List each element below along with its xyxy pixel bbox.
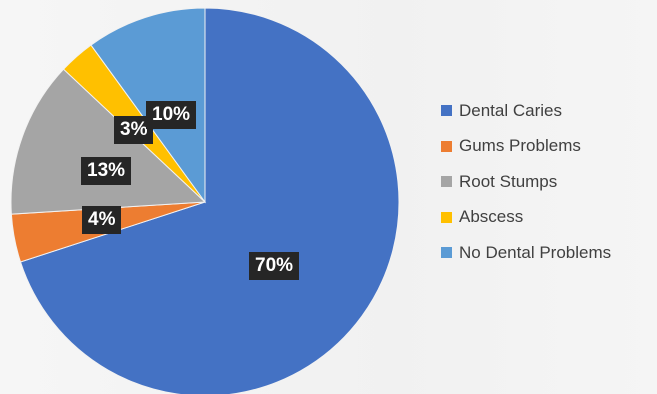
data-label-dental-caries: 70% xyxy=(249,252,300,280)
legend-label-root-stumps: Root Stumps xyxy=(459,171,558,191)
legend-label-gums-problems: Gums Problems xyxy=(459,136,581,155)
data-label-root-stumps: 13% xyxy=(81,157,132,185)
legend-item-root-stumps: Root Stumps xyxy=(441,170,655,193)
legend-label-abscess: Abscess xyxy=(459,207,524,226)
legend-item-dental-caries: Dental Caries xyxy=(441,99,655,122)
legend: Dental Caries Gums Problems Root Stumps … xyxy=(441,99,655,277)
data-label-gums-problems: 4% xyxy=(82,206,122,234)
legend-label-dental-caries: Dental Caries xyxy=(459,100,562,120)
pie-slice-root-stumps xyxy=(10,68,207,215)
data-label-no-dental-problems: 10% xyxy=(146,101,197,129)
legend-swatch-gums-problems xyxy=(441,140,452,152)
legend-swatch-no-dental-problems xyxy=(441,247,452,258)
legend-item-abscess: Abscess xyxy=(441,206,655,229)
legend-swatch-root-stumps xyxy=(441,176,452,187)
pie-slice-dental-caries xyxy=(19,7,400,394)
legend-swatch-dental-caries xyxy=(441,105,452,116)
legend-swatch-abscess xyxy=(441,211,452,223)
legend-item-gums-problems: Gums Problems xyxy=(441,135,655,158)
legend-label-no-dental-problems: No Dental Problems xyxy=(459,242,612,262)
legend-item-no-dental-problems: No Dental Problems xyxy=(441,241,655,264)
